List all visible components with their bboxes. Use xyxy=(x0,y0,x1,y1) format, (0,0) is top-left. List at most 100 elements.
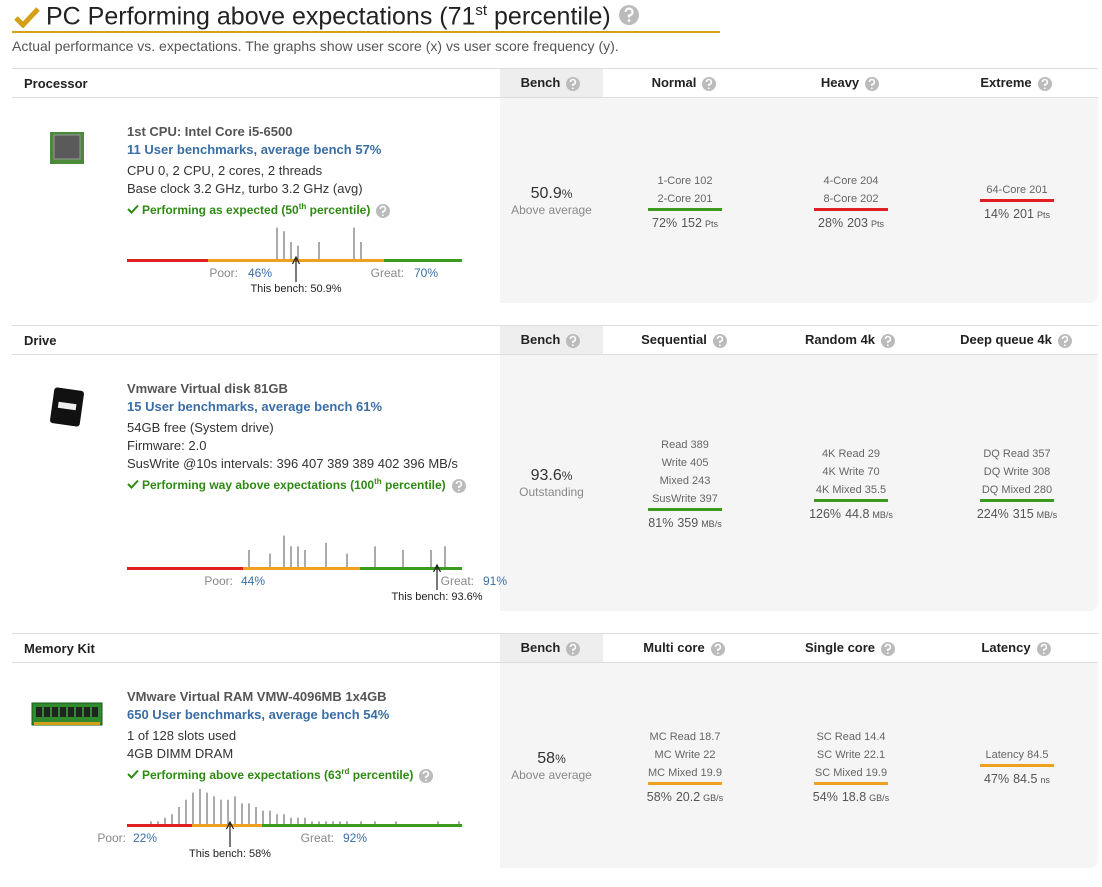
help-icon[interactable] xyxy=(1035,641,1053,656)
help-icon[interactable] xyxy=(374,203,392,218)
metric-value: 315 xyxy=(1012,507,1034,521)
metric-value: 152 xyxy=(681,215,702,230)
help-glyph xyxy=(455,480,462,488)
metric-unit: GB/s xyxy=(869,792,890,803)
metric-line: SC Read 14.4 xyxy=(816,730,886,743)
help-icon[interactable] xyxy=(879,333,897,348)
bench-header: Bench xyxy=(500,326,603,354)
help-icon[interactable] xyxy=(879,641,897,656)
section: Processor Bench Normal Heavy Extreme 1st CPU:… xyxy=(12,68,1098,303)
bench-header-text: Bench xyxy=(520,640,561,655)
help-icon[interactable] xyxy=(450,478,468,493)
help-icon[interactable] xyxy=(700,76,718,91)
component-detail: Base clock 3.2 GHz, turbo 3.2 GHz (avg) xyxy=(127,181,363,196)
help-dot xyxy=(1043,86,1046,89)
metric-summary: 58% 20.2 GB/s xyxy=(647,790,723,804)
great-value: 70% xyxy=(414,266,439,280)
column-header: Single core xyxy=(769,634,933,662)
column-header-text: Extreme xyxy=(980,75,1032,90)
column-header: Sequential xyxy=(603,326,767,354)
help-glyph xyxy=(1041,78,1048,86)
bench-desc: Above average xyxy=(511,767,592,782)
status-text: Performing as expected (50 xyxy=(142,203,299,217)
help-dot xyxy=(708,86,711,89)
metric-percent: 47% xyxy=(984,771,1010,786)
ram-chip xyxy=(68,707,74,717)
status-sup: rd xyxy=(341,767,350,776)
title-sup: st xyxy=(475,2,488,19)
help-icon[interactable] xyxy=(564,76,582,91)
metric-line: MC Mixed 19.9 xyxy=(648,766,722,779)
metric-line: Write 405 xyxy=(661,457,709,469)
help-icon[interactable] xyxy=(417,768,435,783)
metric-percent: 14% xyxy=(984,206,1010,221)
status-check xyxy=(127,769,139,779)
bench-cell: 50.9% Above average xyxy=(500,98,603,303)
component-name: VMware Virtual RAM VMW-4096MB 1x4GB xyxy=(127,689,387,704)
help-dot xyxy=(871,86,873,89)
help-icon[interactable] xyxy=(564,641,582,656)
metric-summary: 72% 152 Pts xyxy=(652,216,718,230)
status-text: percentile) xyxy=(306,203,371,217)
component-name: 1st CPU: Intel Core i5-6500 xyxy=(127,124,293,139)
ram-chip xyxy=(60,707,66,717)
column-header: Normal xyxy=(603,69,767,97)
benchmark-link[interactable]: 650 User benchmarks, average bench 54% xyxy=(127,707,390,722)
histogram xyxy=(127,535,462,590)
column-header: Deep queue 4k xyxy=(935,326,1099,354)
help-dot xyxy=(716,651,719,654)
metric-summary: 81% 359 MB/s xyxy=(648,516,721,530)
status-text: percentile) xyxy=(381,478,446,492)
section-title: Processor xyxy=(24,76,88,91)
help-icon[interactable] xyxy=(564,333,582,348)
bench-score: 50.9% xyxy=(531,185,573,203)
help-icon[interactable] xyxy=(863,76,881,91)
great-value: 92% xyxy=(343,831,368,845)
help-dot xyxy=(457,489,460,492)
bench-header: Bench xyxy=(500,634,603,662)
benchmark-link[interactable]: 15 User benchmarks, average bench 61% xyxy=(127,399,383,414)
metric-percent: 58% xyxy=(646,789,672,804)
component-detail: SusWrite @10s intervals: 396 407 389 389… xyxy=(127,456,458,471)
benchmark-link[interactable]: 11 User benchmarks, average bench 57% xyxy=(127,142,382,157)
title-text: percentile) xyxy=(487,2,611,31)
subtitle: Actual performance vs. expectations. The… xyxy=(12,38,619,54)
metric-bar xyxy=(814,781,888,785)
help-glyph xyxy=(884,335,892,343)
help-glyph xyxy=(714,643,721,651)
metric-value: 359 xyxy=(677,516,699,530)
column-header-text: Multi core xyxy=(643,640,705,655)
metric-line: 8-Core 202 xyxy=(823,192,879,205)
metric-bar xyxy=(648,207,722,211)
help-glyph xyxy=(1040,643,1047,651)
metric-line: Read 389 xyxy=(661,439,709,451)
metric-line: 64-Core 201 xyxy=(986,183,1048,196)
metric-cell: 64-Core 201 14% 201 Pts xyxy=(935,98,1099,303)
ram-stick xyxy=(31,702,103,726)
help-icon[interactable] xyxy=(1036,76,1054,91)
status-check xyxy=(127,479,139,489)
bench-header: Bench xyxy=(500,69,603,97)
column-header-text: Normal xyxy=(651,75,697,90)
bench-score: 93.6% xyxy=(531,467,573,485)
component-name: Vmware Virtual disk 81GB xyxy=(127,381,288,396)
help-dot xyxy=(382,214,385,217)
bench-unit: % xyxy=(561,186,573,201)
component-image xyxy=(31,702,103,726)
metric-cell: Read 389 Write 405 Mixed 243 SusWrite 397 81… xyxy=(603,355,767,611)
section-title: Drive xyxy=(24,333,57,348)
help-icon[interactable] xyxy=(709,641,727,656)
help-icon[interactable] xyxy=(1056,333,1074,348)
bench-value: 50.9 xyxy=(530,184,562,202)
component-info: Vmware Virtual disk 81GB 15 User benchmar… xyxy=(127,380,472,494)
bench-unit: % xyxy=(561,469,573,483)
help-icon[interactable] xyxy=(611,3,641,27)
bench-cell: 93.6% Outstanding xyxy=(500,355,603,611)
help-icon[interactable] xyxy=(711,333,729,348)
bench-arrowhead xyxy=(432,563,442,573)
range-bar xyxy=(192,824,262,827)
column-header: Extreme xyxy=(935,69,1099,97)
check xyxy=(127,769,139,779)
component-info: 1st CPU: Intel Core i5-6500 11 User bench… xyxy=(127,123,472,219)
help-dot xyxy=(718,343,721,346)
